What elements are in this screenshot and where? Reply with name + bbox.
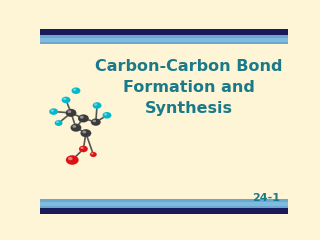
Circle shape [80,116,84,119]
Circle shape [81,147,84,149]
Text: 24-1: 24-1 [252,193,281,204]
Circle shape [51,109,54,112]
Circle shape [66,109,76,117]
Circle shape [63,98,66,100]
Circle shape [104,113,107,115]
Circle shape [82,131,86,133]
Circle shape [68,110,71,113]
Circle shape [66,155,79,165]
Bar [40,202,288,206]
Circle shape [94,103,97,106]
Circle shape [91,153,93,155]
Circle shape [73,89,76,91]
Circle shape [72,125,76,128]
Circle shape [55,120,63,126]
Circle shape [70,124,81,132]
Circle shape [78,114,89,122]
Circle shape [90,152,97,157]
Circle shape [56,121,59,123]
Circle shape [92,120,96,122]
Bar [40,208,288,214]
Circle shape [102,112,111,119]
Bar [40,29,288,35]
Circle shape [49,108,58,115]
Bar [40,38,288,42]
Circle shape [61,97,70,103]
Circle shape [80,129,91,137]
Circle shape [79,146,88,152]
Circle shape [91,118,101,126]
Text: Carbon-Carbon Bond
Formation and
Synthesis: Carbon-Carbon Bond Formation and Synthes… [95,60,283,116]
Bar [40,199,288,208]
Circle shape [68,157,73,160]
Bar [40,35,288,44]
Circle shape [71,87,80,94]
Circle shape [92,102,101,109]
